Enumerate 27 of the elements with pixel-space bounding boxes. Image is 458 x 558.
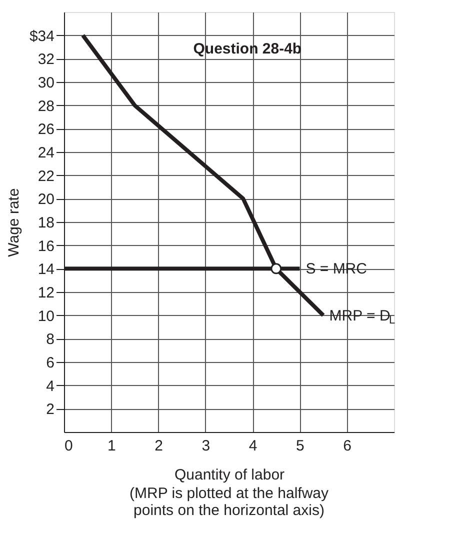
text: (MRP is plotted at the halfway points on the horizontal axis) bbox=[130, 485, 329, 519]
y-tick-label: 22 bbox=[38, 168, 54, 185]
x-tick-label: 2 bbox=[154, 438, 163, 454]
y-tick-label: 16 bbox=[38, 238, 54, 255]
x-tick-label: 5 bbox=[296, 438, 304, 454]
y-tick-label: 14 bbox=[38, 261, 54, 278]
y-tick-label: 26 bbox=[38, 121, 54, 138]
x-tick-label: 4 bbox=[248, 438, 258, 454]
y-tick-label: 8 bbox=[46, 331, 54, 348]
y-tick-label: 32 bbox=[38, 51, 54, 68]
y-tick-label: 12 bbox=[38, 284, 54, 302]
y-tick-label: 2 bbox=[46, 401, 54, 418]
y-tick-label: 6 bbox=[46, 354, 54, 372]
y-tick-label: 20 bbox=[38, 191, 54, 208]
y-tick-label: $34 bbox=[29, 28, 54, 45]
y-tick-label: 18 bbox=[38, 214, 54, 232]
x-axis-title: Quantity of labor bbox=[174, 466, 285, 484]
y-tick-label: 30 bbox=[38, 74, 54, 92]
x-tick-label: 3 bbox=[202, 438, 210, 454]
x-tick-label: 1 bbox=[107, 438, 116, 454]
y-tick-label: 28 bbox=[38, 98, 54, 115]
y-tick-label: 4 bbox=[46, 378, 54, 395]
y-axis-title: Wage rate bbox=[5, 188, 22, 257]
x-tick-label: 0 bbox=[64, 438, 73, 454]
y-tick-label: 10 bbox=[38, 308, 54, 325]
x-tick-label: 6 bbox=[343, 438, 352, 454]
y-tick-label: 24 bbox=[38, 144, 54, 162]
